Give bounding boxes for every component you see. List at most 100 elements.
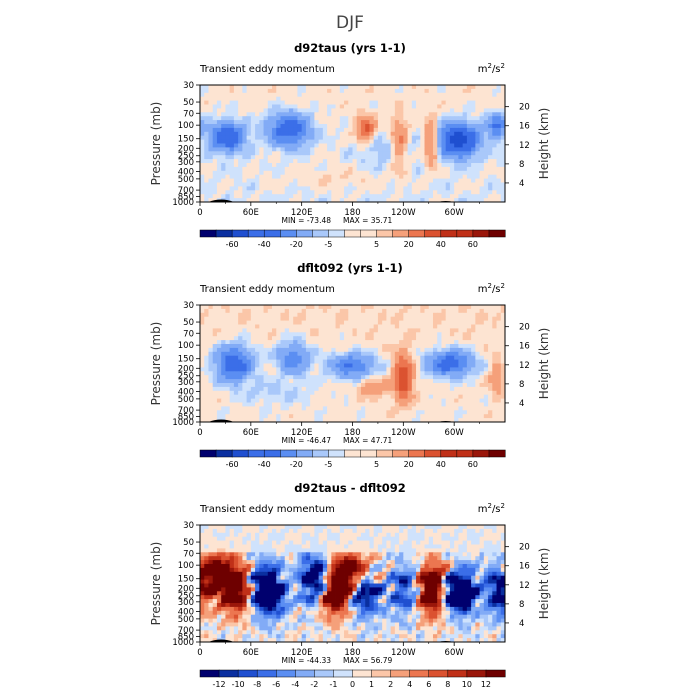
heatmap-cell	[445, 316, 451, 321]
heatmap-cell	[411, 190, 417, 195]
heatmap-cell	[310, 386, 315, 392]
heatmap-cell	[386, 414, 392, 419]
colorbar-swatch	[360, 229, 378, 238]
heatmap-cell	[229, 367, 235, 372]
heatmap-cell	[390, 166, 396, 172]
height-tick-label: 4	[519, 179, 524, 189]
heatmap-cell	[399, 332, 404, 337]
heatmap-cell	[229, 371, 235, 376]
heatmap-cell	[424, 170, 430, 176]
heatmap-cell	[305, 174, 311, 179]
heatmap-cell	[356, 394, 362, 399]
heatmap-cell	[301, 371, 307, 376]
heatmap-cell	[318, 379, 324, 384]
heatmap-cell	[229, 92, 235, 98]
heatmap-cell	[318, 328, 324, 333]
heatmap-cell	[428, 135, 434, 140]
heatmap-cell	[301, 383, 307, 388]
y-axis-label-right: Height (km)	[537, 328, 551, 399]
heatmap-cell	[492, 166, 497, 172]
heatmap-cell	[411, 312, 417, 318]
heatmap-cell	[500, 112, 506, 117]
heatmap-cell	[437, 528, 442, 534]
heatmap-cell	[462, 316, 468, 321]
heatmap-cell	[200, 194, 205, 199]
heatmap-cell	[407, 131, 413, 137]
heatmap-cell	[424, 536, 430, 541]
heatmap-cell	[318, 359, 324, 364]
pressure-tick-label: 1000	[172, 198, 194, 208]
heatmap-cell	[310, 170, 315, 176]
heatmap-cell	[356, 151, 362, 156]
heatmap-cell	[471, 332, 476, 337]
heatmap-cell	[445, 194, 451, 199]
heatmap-cell	[272, 151, 277, 156]
heatmap-cell	[445, 379, 451, 384]
heatmap-cell	[305, 548, 311, 553]
heatmap-cell	[411, 540, 417, 545]
heatmap-cell	[229, 135, 235, 140]
height-tick-label: 16	[519, 122, 530, 132]
heatmap-cell	[293, 386, 298, 392]
heatmap-cell	[246, 178, 252, 183]
heatmap-cell	[272, 170, 277, 176]
heatmap-cell	[322, 340, 328, 345]
heatmap-cell	[204, 166, 209, 172]
heatmap-cell	[458, 332, 464, 337]
heatmap-cell	[267, 548, 273, 553]
heatmap-cell	[250, 320, 256, 325]
heatmap-cell	[276, 194, 281, 199]
heatmap-cell	[327, 178, 332, 183]
heatmap-cell	[449, 170, 455, 176]
heatmap-cell	[356, 383, 362, 388]
heatmap-cell	[454, 379, 459, 384]
heatmap-cell	[272, 100, 277, 105]
heatmap-cell	[432, 186, 438, 191]
heatmap-cell	[276, 139, 281, 144]
heatmap-cell	[344, 166, 349, 172]
heatmap-cell	[250, 151, 256, 156]
heatmap-cell	[462, 328, 468, 333]
heatmap-cell	[229, 344, 235, 349]
heatmap-cell	[335, 355, 341, 360]
heatmap-cell	[488, 336, 493, 341]
heatmap-cell	[399, 96, 404, 101]
heatmap-cell	[365, 170, 370, 176]
heatmap-cell	[314, 96, 320, 101]
heatmap-cell	[390, 402, 396, 407]
heatmap-cell	[280, 112, 286, 117]
heatmap-cell	[420, 100, 425, 105]
heatmap-cell	[204, 414, 209, 419]
heatmap-cell	[276, 131, 281, 137]
heatmap-cell	[208, 359, 214, 364]
heatmap-cell	[233, 402, 239, 407]
heatmap-cell	[377, 178, 383, 183]
heatmap-cell	[255, 320, 260, 325]
heatmap-cell	[339, 166, 345, 172]
colorbar-label: -5	[324, 460, 332, 469]
heatmap-cell	[432, 135, 438, 140]
heatmap-cell	[479, 532, 485, 538]
heatmap-cell	[242, 147, 247, 152]
heatmap-cell	[411, 104, 417, 109]
heatmap-cell	[475, 536, 480, 541]
heatmap-cell	[276, 320, 281, 325]
heatmap-cell	[327, 194, 332, 199]
heatmap-cell	[314, 182, 320, 187]
heatmap-cell	[267, 170, 273, 176]
heatmap-cell	[272, 108, 277, 113]
heatmap-cell	[310, 155, 315, 160]
heatmap-cell	[250, 178, 256, 183]
heatmap-cell	[407, 155, 413, 160]
heatmap-cell	[293, 174, 298, 179]
heatmap-cell	[229, 394, 235, 399]
heatmap-cell	[475, 363, 480, 368]
heatmap-cell	[221, 155, 226, 160]
heatmap-cell	[373, 363, 379, 368]
heatmap-cell	[471, 96, 476, 101]
heatmap-cell	[441, 88, 447, 94]
heatmap-cell	[445, 174, 451, 179]
pressure-tick-label: 500	[178, 175, 194, 185]
heatmap-cell	[344, 151, 349, 156]
heatmap-cell	[288, 139, 294, 144]
